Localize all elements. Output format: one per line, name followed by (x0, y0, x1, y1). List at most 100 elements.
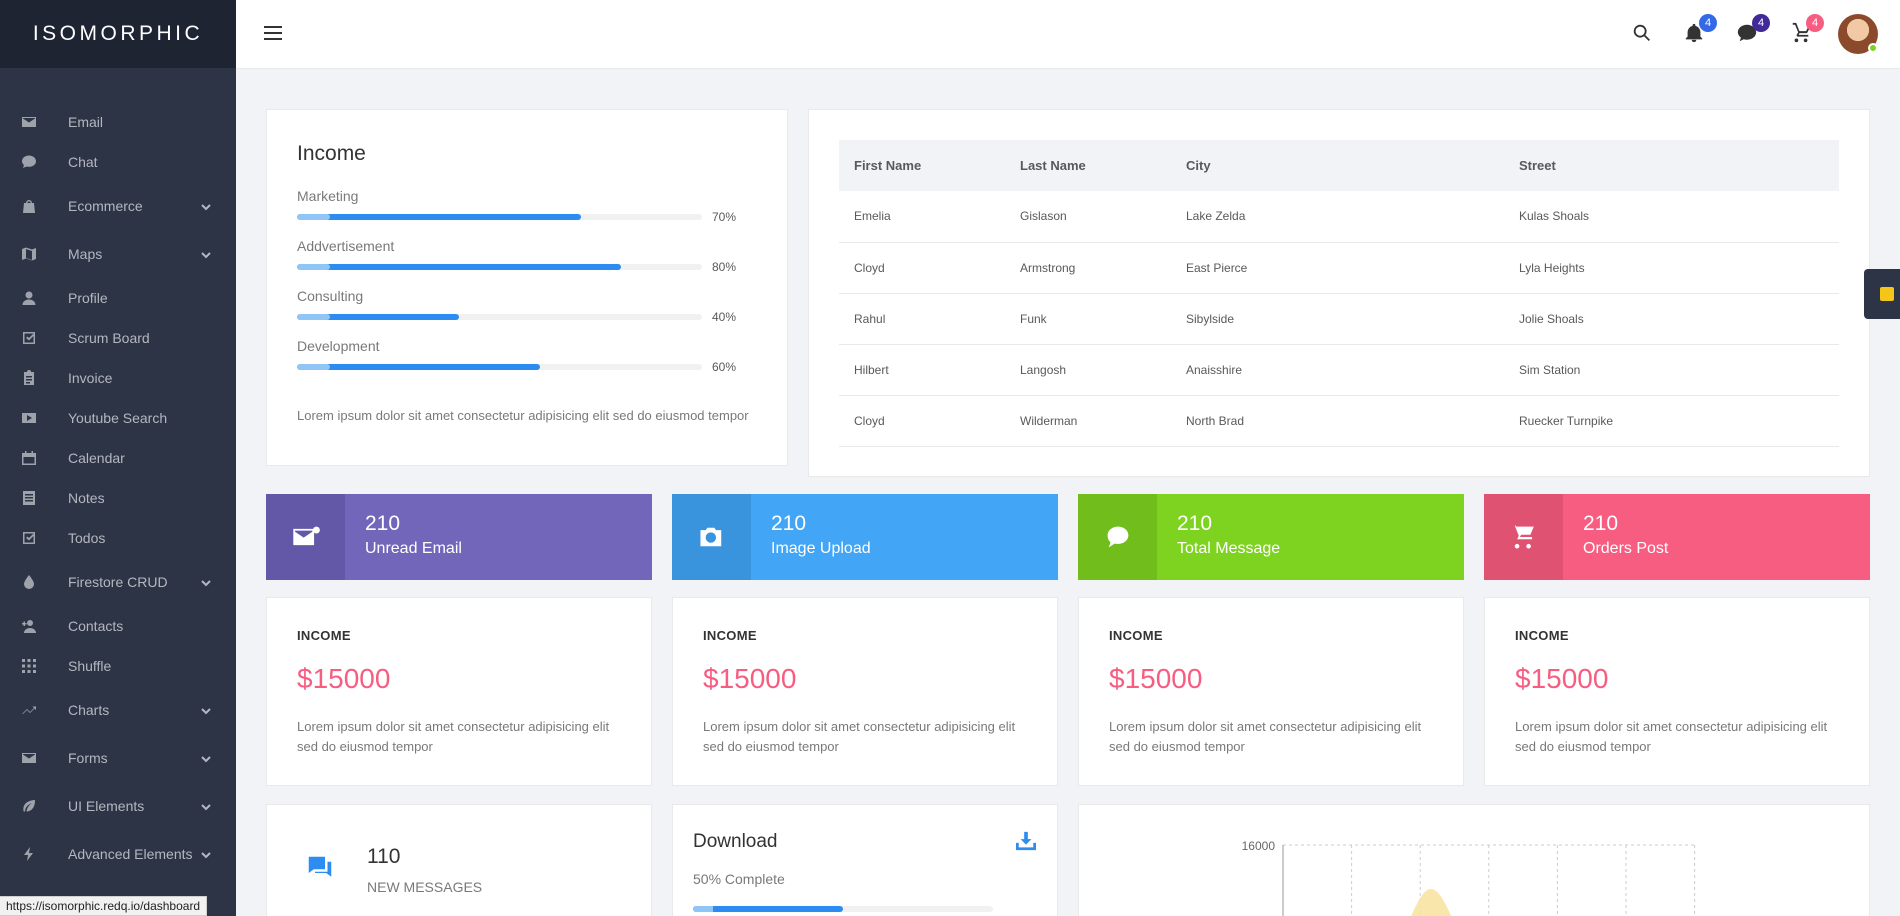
sidebar-item-profile[interactable]: Profile (0, 278, 236, 318)
income-bar-percent: 80% (712, 260, 737, 274)
sidebar-item-maps[interactable]: Maps (0, 230, 236, 278)
status-bar-url: https://isomorphic.redq.io/dashboard (0, 896, 208, 916)
chevron-down-icon (200, 248, 212, 260)
download-icon[interactable] (1015, 831, 1037, 851)
stat-card-image-upload[interactable]: 210 Image Upload (672, 494, 1058, 580)
sidebar-item-charts[interactable]: Charts (0, 686, 236, 734)
sidebar-item-invoice[interactable]: Invoice (0, 358, 236, 398)
progress-fill (297, 364, 540, 370)
sidebar-item-label: Youtube Search (68, 410, 168, 426)
table-row[interactable]: Emelia Gislason Lake Zelda Kulas Shoals (839, 191, 1839, 243)
sidebar-item-notes[interactable]: Notes (0, 478, 236, 518)
sidebar-item-advanced-elements[interactable]: Advanced Elements (0, 830, 236, 878)
sidebar-item-todos[interactable]: Todos (0, 518, 236, 558)
users-table-panel: First Name Last Name City Street Emelia Gisl… (808, 109, 1870, 477)
trend-icon (20, 701, 38, 719)
income-bar-percent: 70% (712, 210, 737, 224)
table-cell: East Pierce (1171, 242, 1504, 294)
mail-icon (266, 494, 345, 580)
notification-badge: 4 (1699, 14, 1717, 32)
menu-toggle-icon[interactable] (264, 26, 282, 42)
table-row[interactable]: Rahul Funk Sibylside Jolie Shoals (839, 293, 1839, 345)
table-cell: North Brad (1171, 395, 1504, 447)
sidebar-item-calendar[interactable]: Calendar (0, 438, 236, 478)
income-card: INCOME $15000 Lorem ipsum dolor sit amet c… (1078, 597, 1464, 786)
income-card-value: $15000 (703, 663, 797, 694)
income-card-value: $15000 (1109, 663, 1203, 694)
table-cell: Funk (1005, 293, 1171, 345)
table-row[interactable]: Cloyd Armstrong East Pierce Lyla Heights (839, 242, 1839, 294)
column-header[interactable]: City (1171, 140, 1504, 191)
map-icon (20, 245, 38, 263)
sidebar-item-label: Advanced Elements (68, 846, 193, 862)
income-card-text: Lorem ipsum dolor sit amet consectetur a… (1109, 719, 1422, 754)
income-card-text: Lorem ipsum dolor sit amet consectetur a… (297, 719, 610, 754)
table-row[interactable]: Hilbert Langosh Anaisshire Sim Station (839, 344, 1839, 396)
drop-icon (20, 573, 38, 591)
users-table: First Name Last Name City Street Emelia Gisl… (839, 140, 1839, 447)
palette-icon (1880, 287, 1894, 301)
table-cell: Anaisshire (1171, 344, 1504, 396)
mail-icon (20, 749, 38, 767)
logo[interactable]: ISOMORPHIC (0, 0, 236, 68)
column-header[interactable]: Last Name (1005, 140, 1171, 191)
column-header[interactable]: First Name (839, 140, 1005, 191)
sidebar-item-ecommerce[interactable]: Ecommerce (0, 182, 236, 230)
table-row[interactable]: Cloyd Wilderman North Brad Ruecker Turnpike (839, 395, 1839, 447)
column-header[interactable]: Street (1504, 140, 1839, 191)
logo-text: ISOMORPHIC (32, 22, 204, 45)
sidebar-item-label: Contacts (68, 618, 124, 634)
sidebar-item-shuffle[interactable]: Shuffle (0, 646, 236, 686)
stat-card-orders-post[interactable]: 210 Orders Post (1484, 494, 1870, 580)
chevron-down-icon (200, 704, 212, 716)
progress-fill (297, 314, 459, 320)
stat-card-total-message[interactable]: 210 Total Message (1078, 494, 1464, 580)
stat-number: 210 (771, 512, 807, 535)
theme-switcher-tab[interactable] (1864, 269, 1900, 319)
income-card-heading: INCOME (1515, 628, 1569, 643)
stat-card-unread-email[interactable]: 210 Unread Email (266, 494, 652, 580)
table-cell: Jolie Shoals (1504, 293, 1839, 345)
stat-caption: Total Message (1177, 540, 1281, 557)
income-card-text: Lorem ipsum dolor sit amet consectetur a… (1515, 719, 1828, 754)
search-icon[interactable] (1631, 22, 1655, 46)
messages-badge: 4 (1752, 14, 1770, 32)
chevron-down-icon (200, 576, 212, 588)
income-title: Income (297, 142, 366, 165)
sidebar-item-scrum-board[interactable]: Scrum Board (0, 318, 236, 358)
table-cell: Wilderman (1005, 395, 1171, 447)
sidebar-item-firestore-crud[interactable]: Firestore CRUD (0, 558, 236, 606)
stat-caption: Image Upload (771, 540, 871, 557)
user-avatar[interactable] (1838, 14, 1878, 54)
sidebar-item-label: Email (68, 114, 104, 130)
y-tick-label: 16000 (1242, 839, 1276, 853)
sidebar-item-label: Maps (68, 246, 103, 262)
sidebar-item-label: Notes (68, 490, 105, 506)
person-add-icon (20, 617, 38, 635)
sidebar-item-email[interactable]: Email (0, 102, 236, 142)
income-bar-row: Consulting 40% (297, 288, 757, 324)
progress-fill (297, 214, 581, 220)
sidebar-item-contacts[interactable]: Contacts (0, 606, 236, 646)
sidebar-item-chat[interactable]: Chat (0, 142, 236, 182)
person-icon (20, 289, 38, 307)
messages-icon (305, 853, 335, 883)
cart-icon[interactable]: 4 (1790, 14, 1824, 46)
sidebar-menu: Email Chat Ecommerce Maps Profile Scrum Board… (0, 68, 236, 878)
topbar: 4 4 4 (236, 0, 1900, 69)
chart-grid (1283, 844, 1696, 916)
sidebar-item-ui-elements[interactable]: UI Elements (0, 782, 236, 830)
table-cell: Hilbert (839, 344, 1005, 396)
messages-icon[interactable]: 4 (1736, 14, 1770, 46)
sidebar-item-forms[interactable]: Forms (0, 734, 236, 782)
notification-bell-icon[interactable]: 4 (1683, 14, 1717, 46)
download-progress-fill (693, 906, 843, 912)
online-status-dot (1868, 43, 1878, 53)
sidebar-item-youtube-search[interactable]: Youtube Search (0, 398, 236, 438)
income-card-heading: INCOME (703, 628, 757, 643)
table-cell: Sibylside (1171, 293, 1504, 345)
income-bar-label: Addvertisement (297, 238, 395, 254)
table-cell: Kulas Shoals (1504, 191, 1839, 243)
sidebar-item-label: Forms (68, 750, 108, 766)
chevron-down-icon (200, 848, 212, 860)
